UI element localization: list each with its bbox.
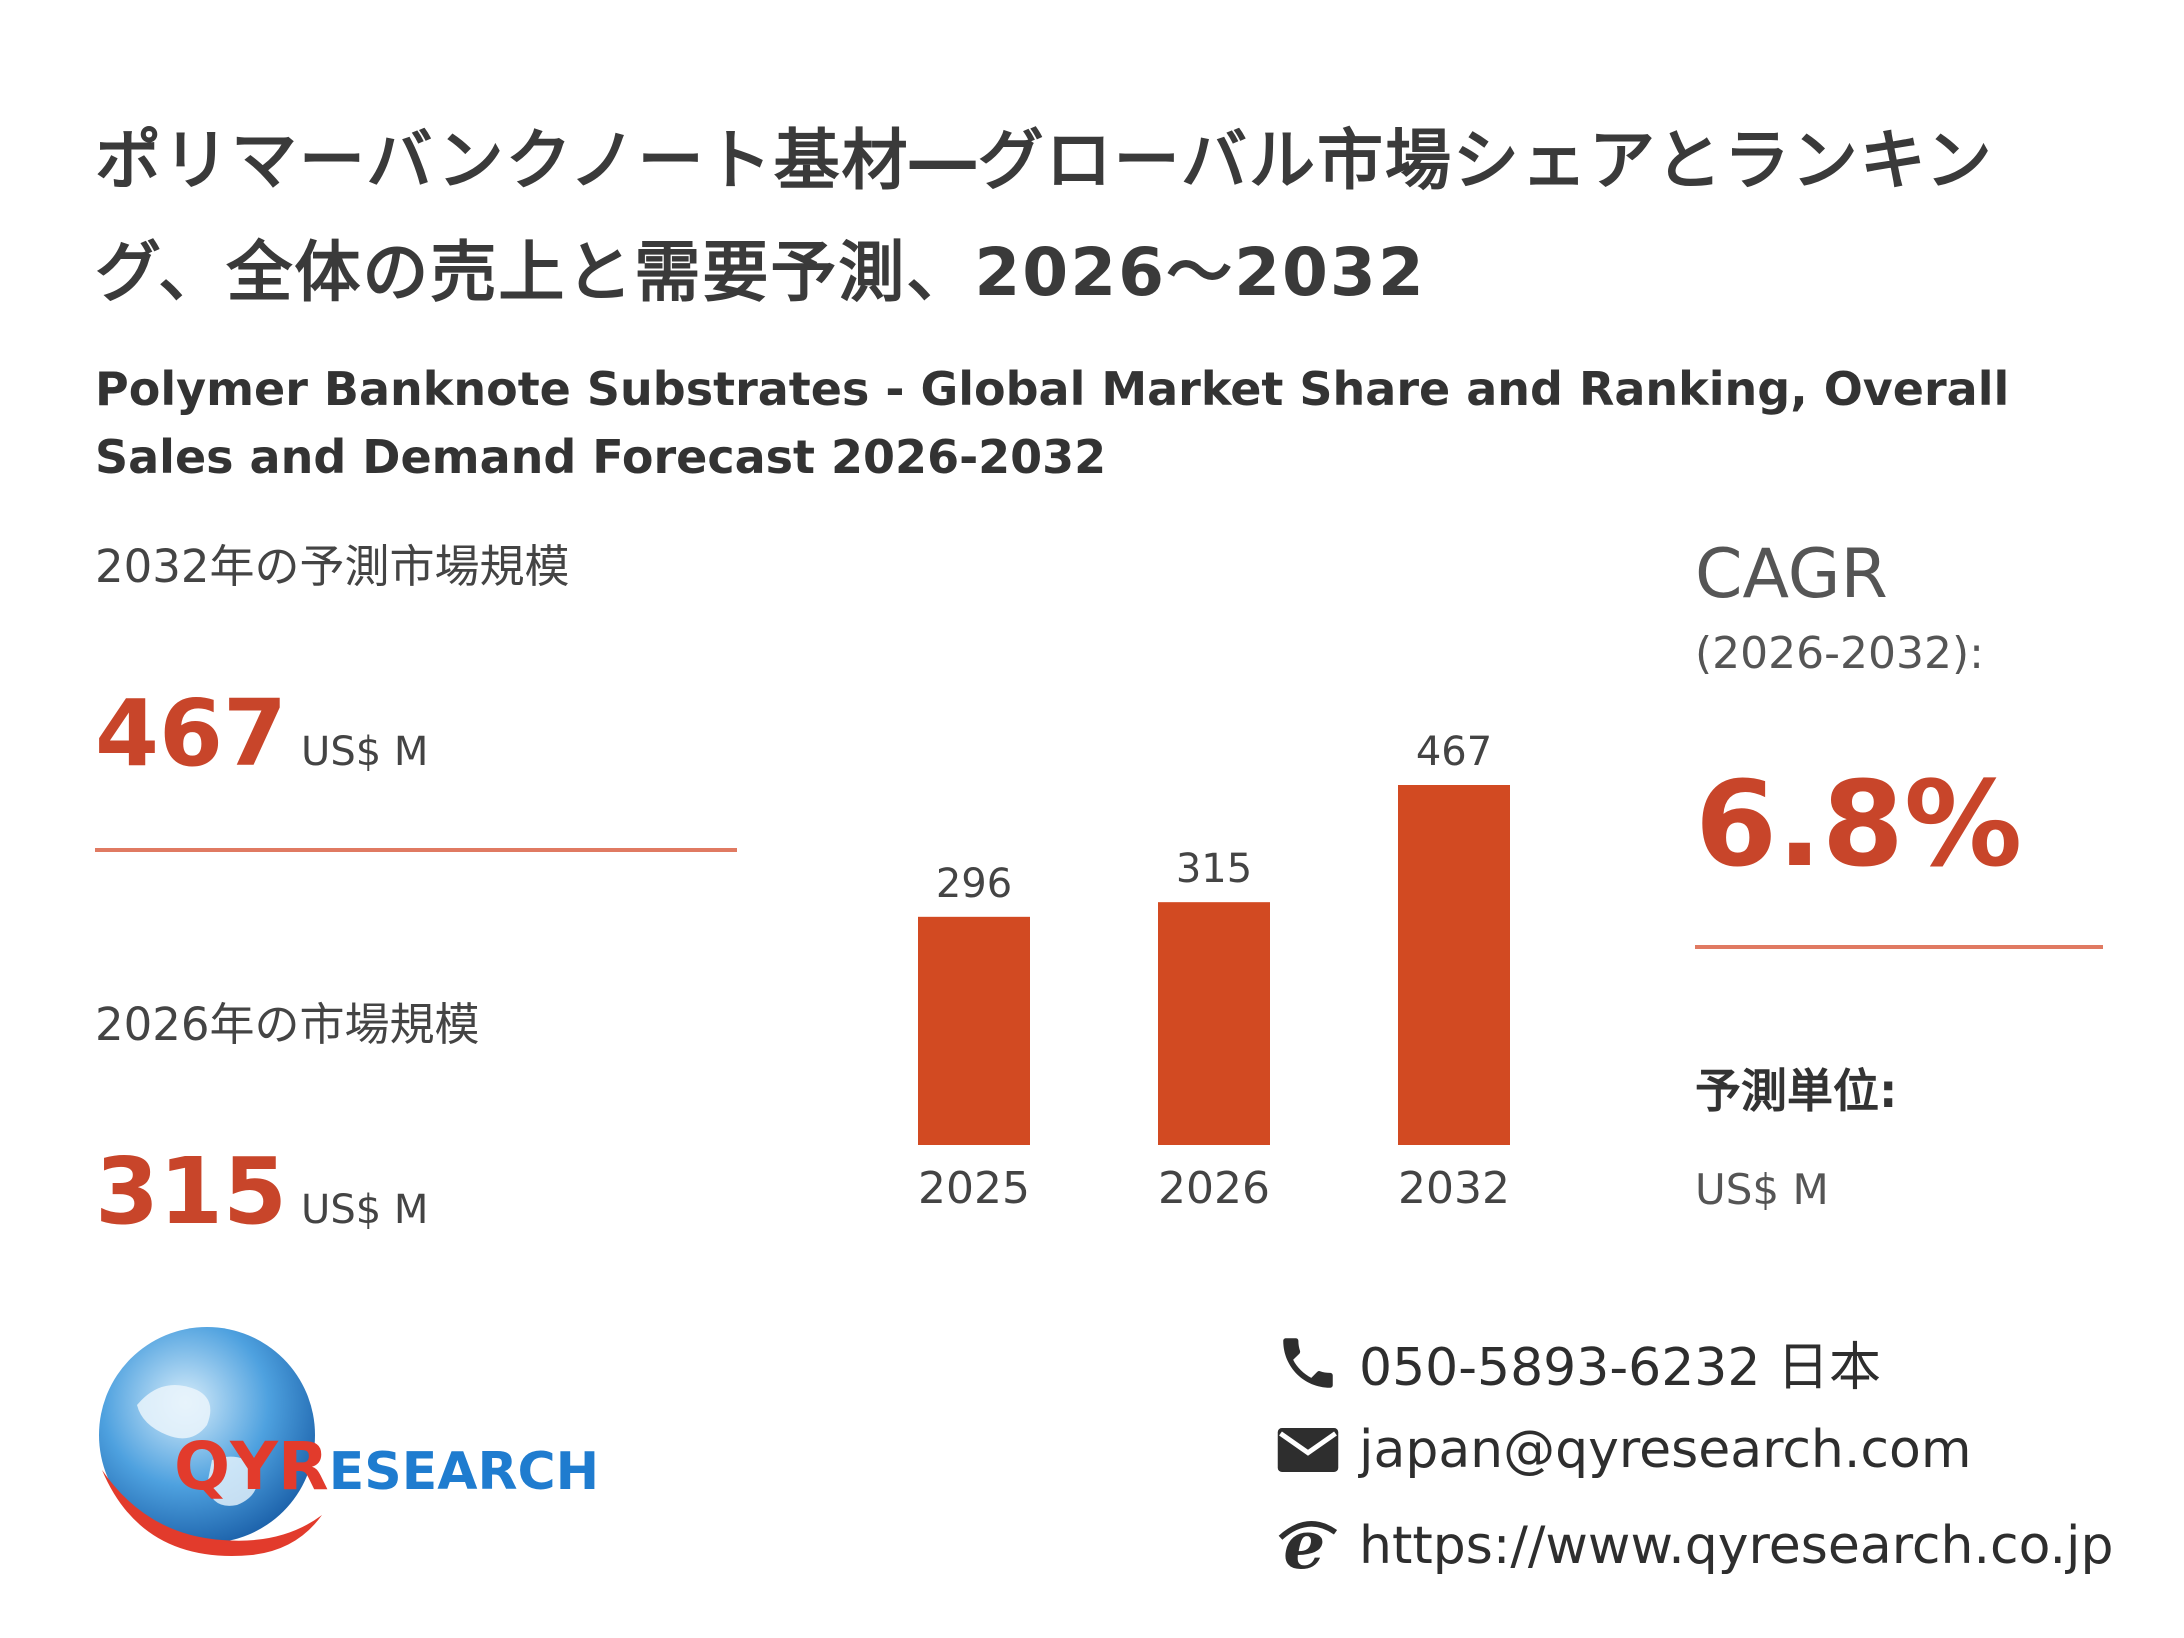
page-title-english: Polymer Banknote Substrates - Global Mar… [95,362,2010,484]
contact-email-row: japan@qyresearch.com [1275,1420,1971,1480]
cagr-value: 6.8% [1695,755,2023,893]
logo-text-esearch: ESEARCH [328,1442,600,1502]
forecast-2032-unit: US$ M [301,729,429,775]
logo-wordmark: QYRESEARCH [174,1428,599,1505]
mail-icon [1277,1428,1339,1472]
contact-phone-row: 050-5893-6232 日本 [1275,1325,1881,1400]
x-tick-2032: 2032 [1398,1163,1510,1214]
bar-2032 [1398,785,1510,1145]
x-tick-2026: 2026 [1158,1163,1270,1214]
forecast-2032-value-group: 467 US$ M [95,680,428,787]
market-2026-value-group: 315 US$ M [95,1138,428,1245]
market-2026-unit: US$ M [301,1187,429,1233]
browser-e-icon: e [1278,1513,1338,1579]
left-divider [95,848,737,852]
contact-phone: 050-5893-6232 日本 [1359,1338,1881,1398]
globe-icon [99,1327,322,1556]
x-tick-2025: 2025 [918,1163,1030,1214]
cagr-period: (2026-2032): [1695,628,1984,679]
bars-group: 296 2025 315 2026 467 2032 [918,729,1510,1214]
bar-chart: 296 2025 315 2026 467 2032 [918,729,1510,1214]
market-2026-label: 2026年の市場規模 [95,998,480,1051]
contact-website[interactable]: https://www.qyresearch.co.jp [1359,1516,2114,1576]
data-label-2032: 467 [1416,729,1492,775]
data-label-2025: 296 [936,861,1012,907]
cagr-label: CAGR [1695,535,1888,614]
bar-2026 [1158,902,1270,1145]
page-title-japanese: ポリマーバンクノート基材―グローバル市場シェアとランキング、全体の売上と需要予測… [95,122,1994,311]
forecast-unit-value: US$ M [1695,1165,1829,1214]
bar-2025 [918,916,1030,1145]
contact-email[interactable]: japan@qyresearch.com [1359,1420,1972,1480]
contact-website-row: e https://www.qyresearch.co.jp [1275,1513,2113,1579]
data-label-2026: 315 [1176,846,1252,892]
qyresearch-logo: QYRESEARCH [92,1320,612,1574]
logo-text-r: R [277,1428,329,1505]
right-divider [1695,945,2103,949]
forecast-2032-label: 2032年の予測市場規模 [95,540,570,593]
market-2026-value: 315 [95,1138,288,1245]
forecast-2032-value: 467 [95,680,288,787]
logo-text-qy: QY [174,1428,278,1505]
phone-icon [1283,1337,1333,1388]
forecast-unit-label: 予測単位: [1695,1064,1898,1118]
